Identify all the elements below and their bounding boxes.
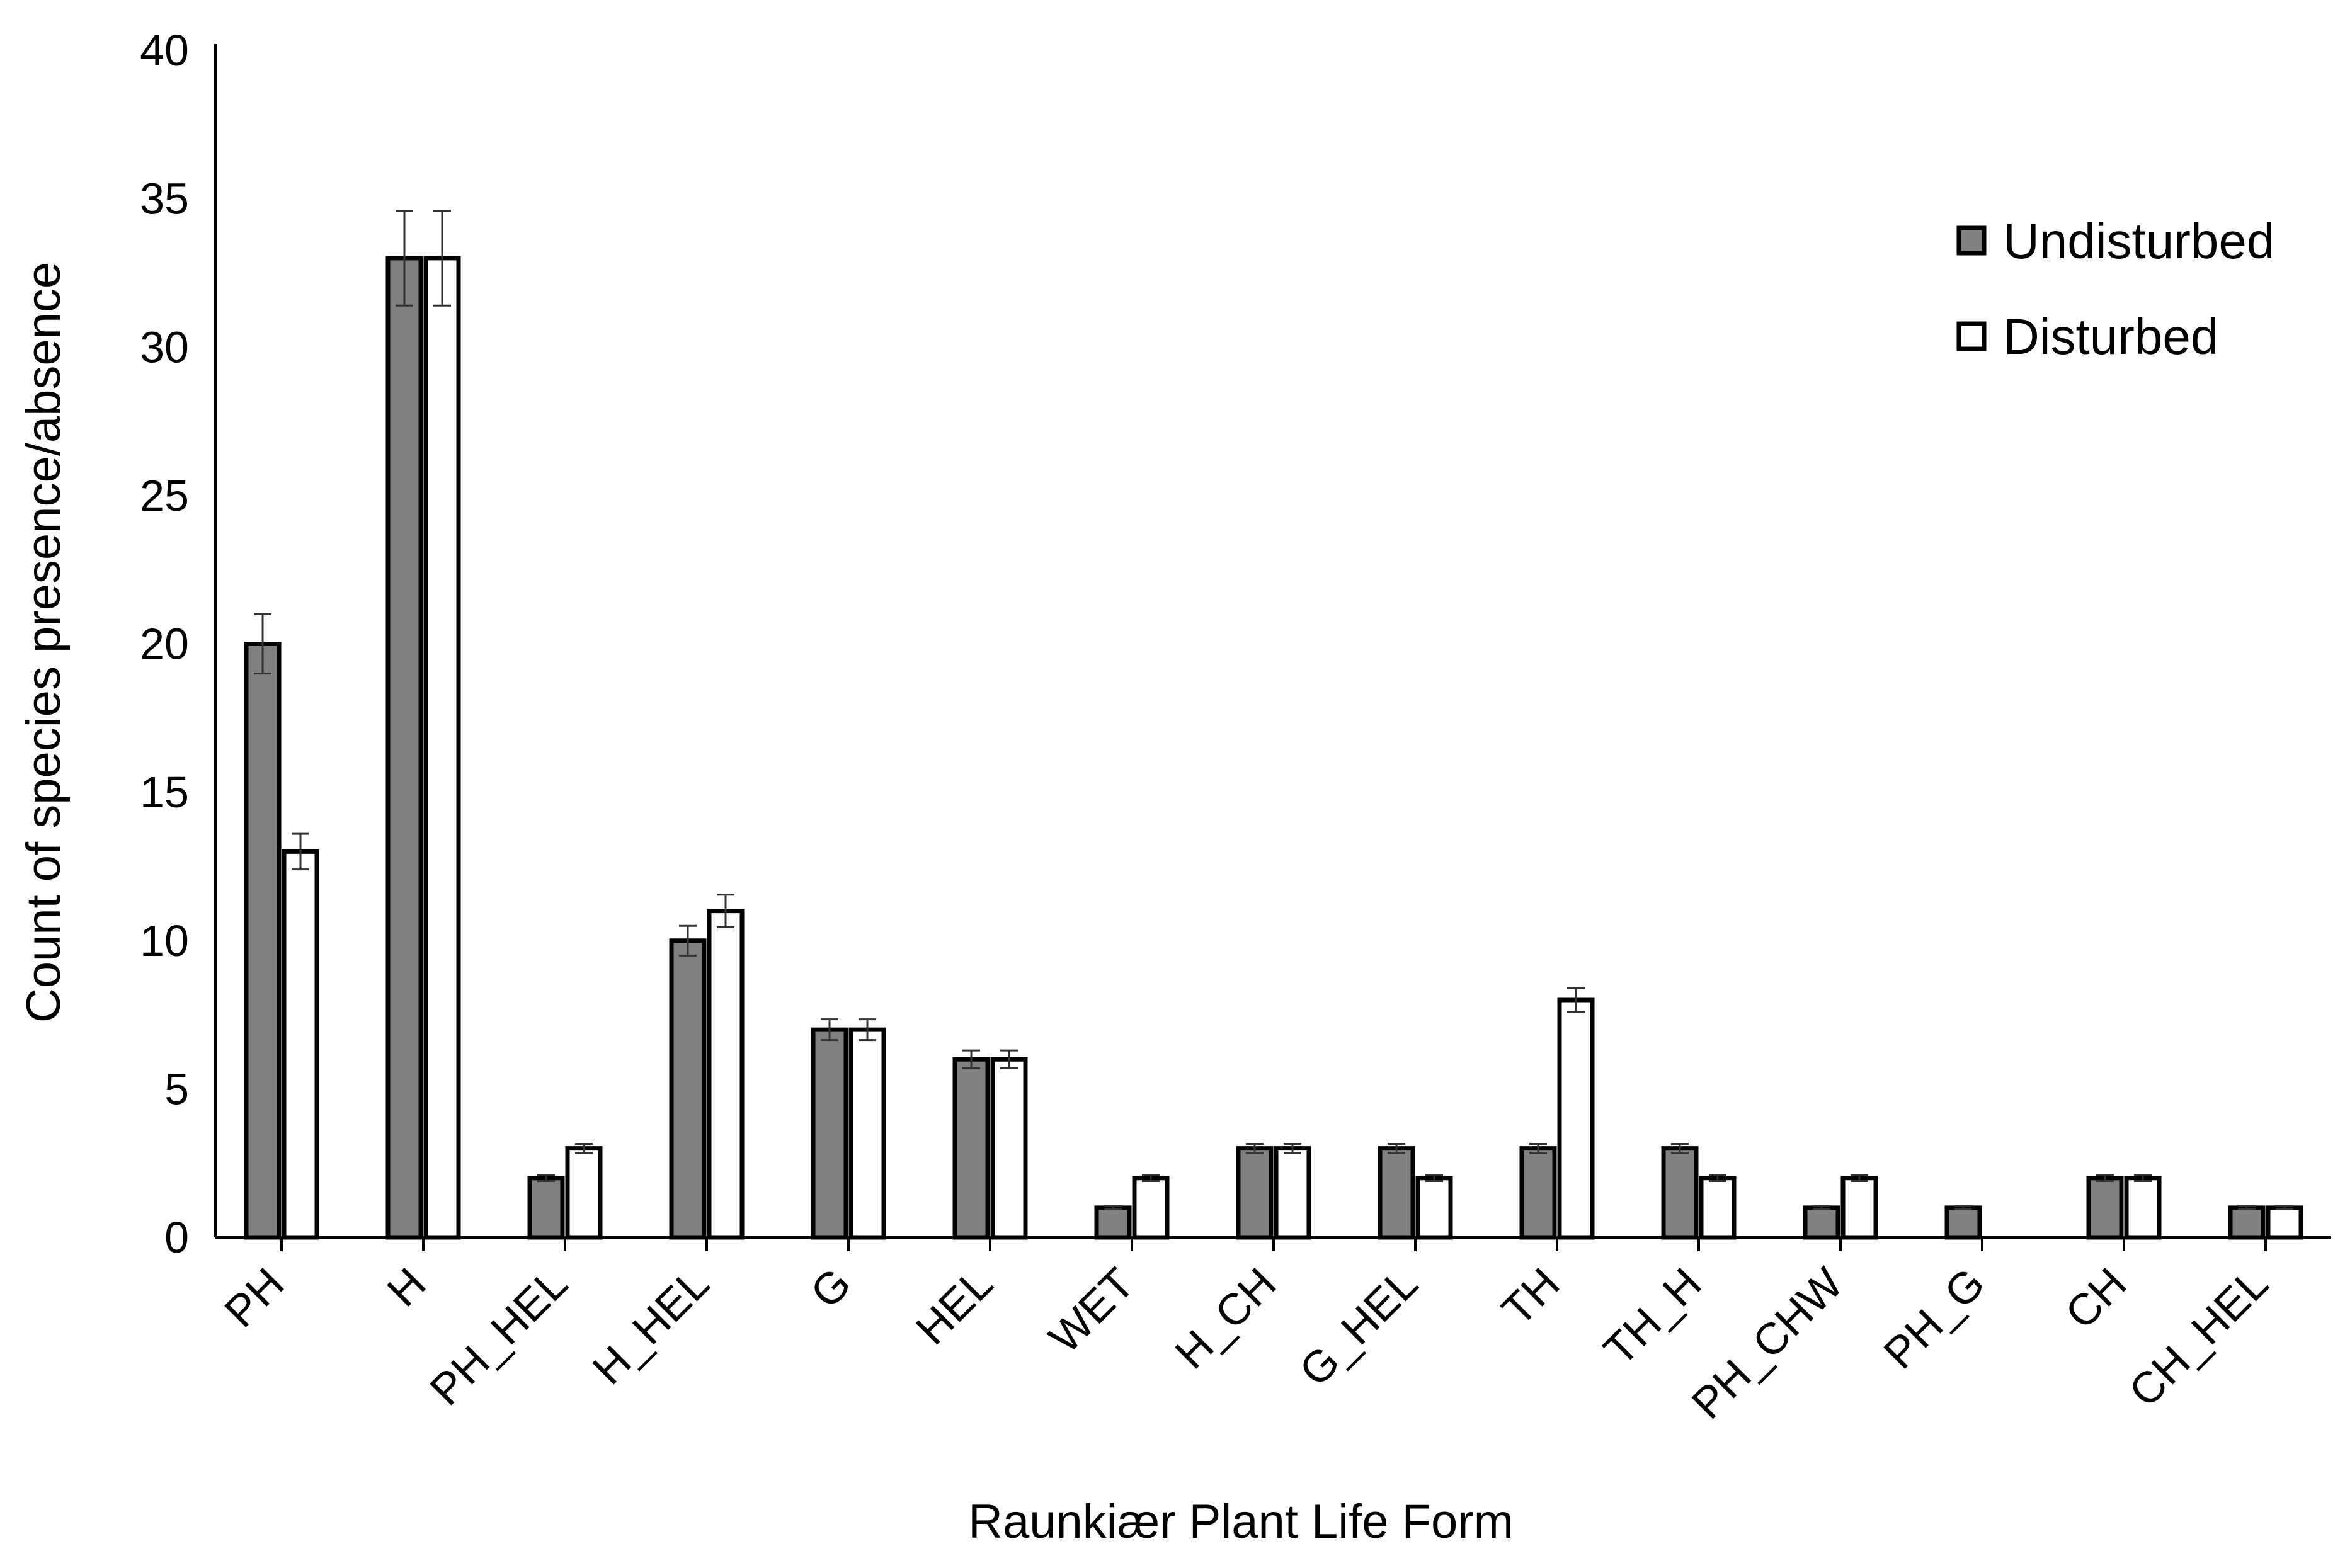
bar-disturbed-ph_chw (1840, 1176, 1878, 1240)
y-axis: 0 5 10 15 20 25 30 35 40 (140, 26, 217, 1262)
bar-disturbed-h_hel (707, 909, 745, 1240)
bar-undisturbed-ph_hel (527, 1176, 565, 1240)
error-bar (679, 924, 697, 957)
x-tick-label: TH_H (1594, 1258, 1710, 1374)
x-tick-label: PH_HEL (421, 1258, 577, 1414)
bar-disturbed-ch_hel (2266, 1205, 2303, 1240)
legend-label-undisturbed: Undisturbed (2003, 213, 2274, 269)
y-tick-label: 10 (140, 916, 189, 965)
error-bar (1671, 1143, 1689, 1154)
y-axis-title: Count of species presence/absence (17, 262, 71, 1023)
y-tick-label: 15 (140, 768, 189, 817)
error-bar (2134, 1174, 2152, 1182)
error-bar (1709, 1174, 1726, 1182)
x-tick-label: PH_CHW (1682, 1258, 1852, 1428)
x-tick-label: G (801, 1258, 860, 1317)
error-bar (1567, 987, 1585, 1013)
bar-disturbed-h (423, 256, 461, 1240)
bar-undisturbed-th (1519, 1146, 1557, 1240)
error-bars (254, 209, 2293, 1210)
bar-undisturbed-ch (2086, 1176, 2124, 1240)
x-tick-label: PH (215, 1258, 294, 1336)
legend-swatch-disturbed (1956, 321, 1987, 351)
error-bar (1104, 1205, 1122, 1210)
bar-disturbed-ph (282, 849, 319, 1240)
legend-label-disturbed: Disturbed (2003, 309, 2218, 365)
x-tick-label: CH_HEL (2120, 1258, 2277, 1416)
bar-undisturbed-g_hel (1378, 1146, 1415, 1240)
bar-undisturbed-hel (952, 1057, 990, 1240)
bar-disturbed-th (1557, 997, 1595, 1240)
error-bar (1142, 1174, 1160, 1182)
error-bar (433, 209, 451, 307)
error-bar (1388, 1143, 1405, 1154)
bars (244, 256, 2303, 1240)
x-tick-label: H_HEL (583, 1258, 719, 1394)
x-tick-label: H_CH (1166, 1258, 1286, 1378)
bar-undisturbed-ch_hel (2228, 1205, 2266, 1240)
bar-undisturbed-g (811, 1027, 848, 1240)
error-bar (254, 613, 271, 675)
y-tick-label: 20 (140, 620, 189, 669)
x-tick-label: WET (1039, 1258, 1143, 1362)
error-bar (1284, 1143, 1301, 1154)
bar-disturbed-th_h (1699, 1176, 1737, 1240)
error-bar (1425, 1174, 1443, 1182)
x-tick-label: H (378, 1258, 435, 1315)
bar-undisturbed-ph (244, 642, 282, 1240)
error-bar (1000, 1049, 1018, 1069)
error-bar (1954, 1205, 1972, 1210)
x-tick-label: HEL (906, 1258, 1001, 1353)
bar-undisturbed-h_hel (669, 938, 707, 1240)
y-tick-label: 40 (140, 26, 189, 75)
error-bar (1851, 1174, 1868, 1182)
bar-disturbed-hel (990, 1057, 1028, 1240)
error-bar (859, 1018, 876, 1042)
y-tick-label: 25 (140, 471, 189, 520)
bar-disturbed-ch (2124, 1176, 2162, 1240)
error-bar (292, 832, 309, 871)
x-tick-label: G_HEL (1290, 1258, 1427, 1395)
legend: Undisturbed Disturbed (1956, 213, 2274, 365)
y-tick-label: 0 (164, 1213, 189, 1262)
error-bar (962, 1049, 980, 1069)
y-tick-label: 30 (140, 322, 189, 372)
error-bar (2276, 1205, 2293, 1210)
x-axis: PH HPH_HEL H_HEL G HEL WET H_CH G_HEL TH TH_HPH_C… (215, 1236, 2331, 1428)
x-tick-label: CH (2056, 1258, 2136, 1338)
bar-undisturbed-wet (1094, 1205, 1132, 1240)
bar-disturbed-g (848, 1027, 886, 1240)
error-bar (2096, 1174, 2114, 1182)
error-bar (2238, 1205, 2256, 1210)
y-tick-label: 35 (140, 174, 189, 224)
bar-undisturbed-ph_chw (1803, 1205, 1840, 1240)
bar-undisturbed-h (385, 256, 423, 1240)
bar-undisturbed-ph_g (1944, 1205, 1982, 1240)
error-bar (717, 894, 734, 929)
bar-undisturbed-th_h (1661, 1146, 1699, 1240)
y-tick-label: 5 (164, 1064, 189, 1113)
error-bar (1813, 1205, 1830, 1210)
bar-undisturbed-h_ch (1236, 1146, 1274, 1240)
bar-disturbed-g_hel (1415, 1176, 1453, 1240)
error-bar (1529, 1143, 1547, 1154)
x-tick-label: TH (1492, 1258, 1568, 1334)
x-axis-title: Raunkiær Plant Life Form (968, 1495, 1514, 1548)
bar-disturbed-ph_hel (565, 1146, 603, 1240)
bar-disturbed-h_ch (1274, 1146, 1311, 1240)
error-bar (821, 1018, 838, 1042)
error-bar (575, 1143, 593, 1154)
error-bar (1246, 1143, 1264, 1154)
error-bar (396, 209, 413, 307)
bar-disturbed-wet (1132, 1176, 1170, 1240)
error-bar (537, 1174, 555, 1182)
x-tick-label: PH_G (1874, 1258, 1994, 1378)
legend-swatch-undisturbed (1956, 225, 1987, 256)
